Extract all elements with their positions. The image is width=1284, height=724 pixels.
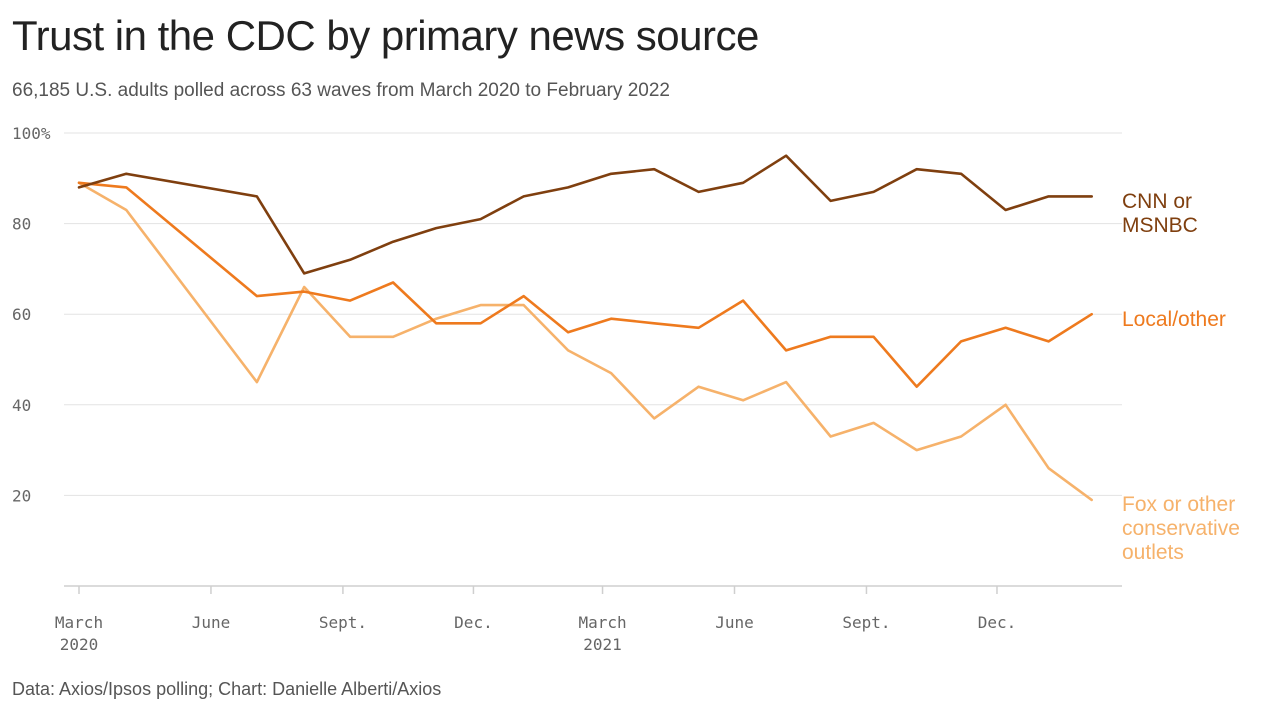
series-label-fox-or-other-conservative-outlets: conservative bbox=[1122, 517, 1240, 540]
x-tick-year-label: 2021 bbox=[583, 635, 622, 654]
series-label-cnn-or-msnbc: CNN or bbox=[1122, 190, 1192, 213]
series-label-fox-or-other-conservative-outlets: Fox or other bbox=[1122, 493, 1235, 516]
series-line-local-other bbox=[77, 181, 1093, 389]
series-line-fox-or-other-conservative-outlets bbox=[77, 181, 1093, 502]
x-tick-year-label: 2020 bbox=[60, 635, 99, 654]
x-axis bbox=[64, 585, 1122, 594]
x-axis-labels: March 2020 June Sept. Dec. March 2021 June Sept.… bbox=[55, 613, 1016, 654]
y-tick-label: 80 bbox=[12, 215, 31, 234]
x-tick-label: March bbox=[55, 613, 103, 632]
x-tick-label: Sept. bbox=[319, 613, 367, 632]
series-label-local-other: Local/other bbox=[1122, 308, 1226, 331]
y-tick-label: 100% bbox=[12, 124, 51, 143]
x-tick-label: Sept. bbox=[842, 613, 890, 632]
x-tick-label: June bbox=[192, 613, 231, 632]
x-tick-label: Dec. bbox=[978, 613, 1017, 632]
chart-title: Trust in the CDC by primary news source bbox=[12, 12, 759, 59]
chart-subtitle: 66,185 U.S. adults polled across 63 wave… bbox=[12, 80, 670, 101]
y-tick-label: 60 bbox=[12, 305, 31, 324]
x-tick-label: Dec. bbox=[454, 613, 493, 632]
x-tick-label: June bbox=[715, 613, 754, 632]
y-tick-label: 20 bbox=[12, 486, 31, 505]
y-tick-label: 40 bbox=[12, 396, 31, 415]
y-axis-labels: 100% 80 60 40 20 bbox=[12, 124, 51, 505]
series-line-cnn-or-msnbc bbox=[77, 154, 1093, 275]
source-note: Data: Axios/Ipsos polling; Chart: Daniel… bbox=[12, 679, 442, 699]
series-label-cnn-or-msnbc: MSNBC bbox=[1122, 214, 1198, 237]
series-lines bbox=[77, 154, 1093, 502]
grid-lines bbox=[64, 132, 1122, 496]
x-tick-label: March bbox=[578, 613, 626, 632]
series-label-fox-or-other-conservative-outlets: outlets bbox=[1122, 541, 1184, 564]
